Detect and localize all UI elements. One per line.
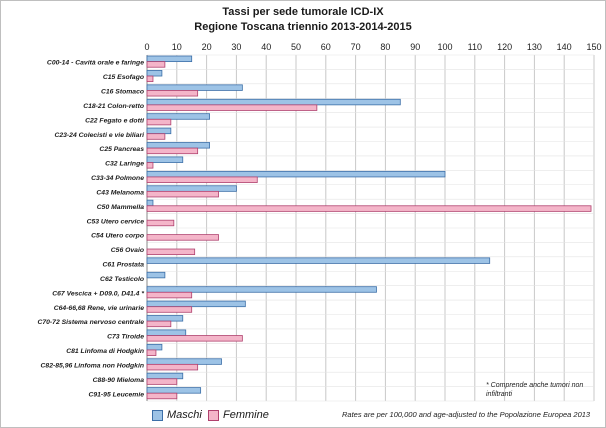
legend-label-maschi: Maschi	[167, 409, 202, 421]
bar-femmine	[146, 75, 154, 83]
category-label: C33-34 Polmone	[91, 175, 144, 182]
bar-maschi	[146, 127, 172, 135]
category-label: C91-95 Leucemie	[88, 391, 144, 398]
bar-maschi	[146, 372, 184, 380]
bar-femmine	[146, 147, 199, 155]
bar-maschi	[146, 387, 202, 394]
category-label: C50 Mammella	[97, 204, 144, 211]
bar-femmine	[146, 104, 318, 111]
category-label: C16 Stomaco	[101, 89, 144, 96]
bar-maschi	[146, 300, 246, 308]
bar-femmine	[146, 162, 154, 169]
bar-femmine	[146, 90, 199, 97]
bar-maschi	[146, 55, 193, 63]
x-tick-label: 50	[291, 42, 301, 52]
legend-item-femmine: Femmine	[208, 409, 269, 421]
bar-maschi	[146, 170, 446, 178]
bar-femmine	[146, 291, 193, 299]
bar-maschi	[146, 286, 377, 293]
x-tick-label: 90	[410, 42, 420, 52]
category-label: C43 Melanoma	[96, 189, 144, 196]
category-label: C53 Utero cervice	[87, 218, 145, 225]
x-tick-label: 0	[144, 42, 149, 52]
category-label: C15 Esofago	[103, 74, 144, 81]
legend-label-femmine: Femmine	[223, 409, 269, 421]
category-label: C81 Linfoma di Hodgkin	[66, 348, 144, 355]
category-label: C88-90 Mieloma	[93, 377, 145, 384]
x-tick-label: 150	[586, 42, 601, 52]
x-tick-label: 20	[202, 42, 212, 52]
category-label: C70-72 Sistema nervoso centrale	[37, 319, 144, 326]
bar-maschi	[146, 315, 184, 322]
category-label: C22 Fegato e dotti	[85, 117, 144, 124]
category-label: C25 Pancreas	[99, 146, 144, 153]
bar-maschi	[146, 329, 187, 336]
bar-femmine	[146, 335, 243, 342]
bar-femmine	[146, 392, 178, 400]
x-tick-label: 30	[231, 42, 241, 52]
bar-maschi	[146, 113, 210, 120]
category-label: C73 Tiroide	[107, 334, 144, 341]
category-label: C62 Testicolo	[100, 276, 144, 283]
bar-maschi	[146, 70, 163, 77]
bar-femmine	[146, 248, 196, 256]
category-label: C64-66,68 Rene, vie urinarie	[54, 305, 145, 312]
bar-maschi	[146, 199, 154, 207]
bar-femmine	[146, 219, 175, 227]
footnote-rates: Rates are per 100,000 and age-adjusted t…	[342, 410, 591, 419]
bar-maschi	[146, 98, 401, 106]
x-tick-label: 110	[468, 42, 482, 52]
bar-femmine	[146, 234, 219, 241]
bar-femmine	[146, 320, 172, 328]
bar-femmine	[146, 133, 166, 140]
category-label: C00-14 - Cavità orale e faringe	[47, 60, 144, 67]
legend-swatch-femmine	[208, 409, 219, 421]
bar-femmine	[146, 61, 166, 68]
category-label: C82-85,96 Linfoma non Hodgkin	[41, 362, 144, 369]
bar-maschi	[146, 185, 237, 192]
bar-maschi	[146, 142, 210, 149]
category-label: C18-21 Colon-retto	[83, 103, 144, 110]
x-tick-label: 80	[380, 42, 390, 52]
category-label: C23-24 Colecisti e vie biliari	[54, 132, 144, 139]
category-label: C61 Prostata	[102, 262, 144, 269]
x-tick-label: 40	[261, 42, 271, 52]
x-tick-label: 100	[437, 42, 452, 52]
bar-femmine	[146, 306, 193, 313]
category-label: C32 Laringe	[105, 161, 144, 168]
chart-title: Tassi per sede tumorale ICD-IX	[222, 6, 384, 18]
bar-femmine	[146, 378, 178, 385]
bar-femmine	[146, 349, 157, 356]
bar-maschi	[146, 257, 491, 264]
x-tick-label: 70	[351, 42, 361, 52]
category-label: C67 Vescica + D09.0, D41.4 *	[52, 290, 144, 297]
bar-femmine	[146, 190, 219, 198]
x-tick-label: 120	[497, 42, 512, 52]
x-tick-label: 10	[172, 42, 182, 52]
legend-item-maschi: Maschi	[152, 409, 202, 421]
bar-femmine	[146, 176, 258, 183]
category-label: C56 Ovaio	[111, 247, 144, 254]
chart-subtitle: Regione Toscana triennio 2013-2014-2015	[194, 21, 412, 33]
bar-maschi	[146, 156, 184, 163]
bar-maschi	[146, 358, 222, 365]
x-tick-label: 140	[557, 42, 572, 52]
category-label: C54 Utero corpo	[91, 233, 144, 240]
bar-maschi	[146, 271, 166, 279]
bar-maschi	[146, 343, 163, 351]
bar-maschi	[146, 84, 243, 91]
legend-swatch-maschi	[152, 409, 163, 421]
bar-femmine	[146, 118, 172, 126]
footnote-star: * Comprende anche tumori non infiltranti	[486, 382, 584, 398]
x-tick-label: 60	[321, 42, 331, 52]
x-tick-label: 130	[527, 42, 542, 52]
bar-femmine	[146, 363, 199, 371]
bar-femmine	[146, 205, 592, 212]
